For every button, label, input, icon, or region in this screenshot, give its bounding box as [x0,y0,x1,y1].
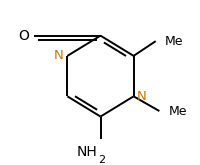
Text: N: N [54,49,64,62]
Text: N: N [136,90,146,103]
Text: 2: 2 [97,155,105,165]
Text: Me: Me [168,105,186,117]
Text: Me: Me [164,35,182,48]
Text: O: O [18,29,29,43]
Text: NH: NH [76,145,97,159]
